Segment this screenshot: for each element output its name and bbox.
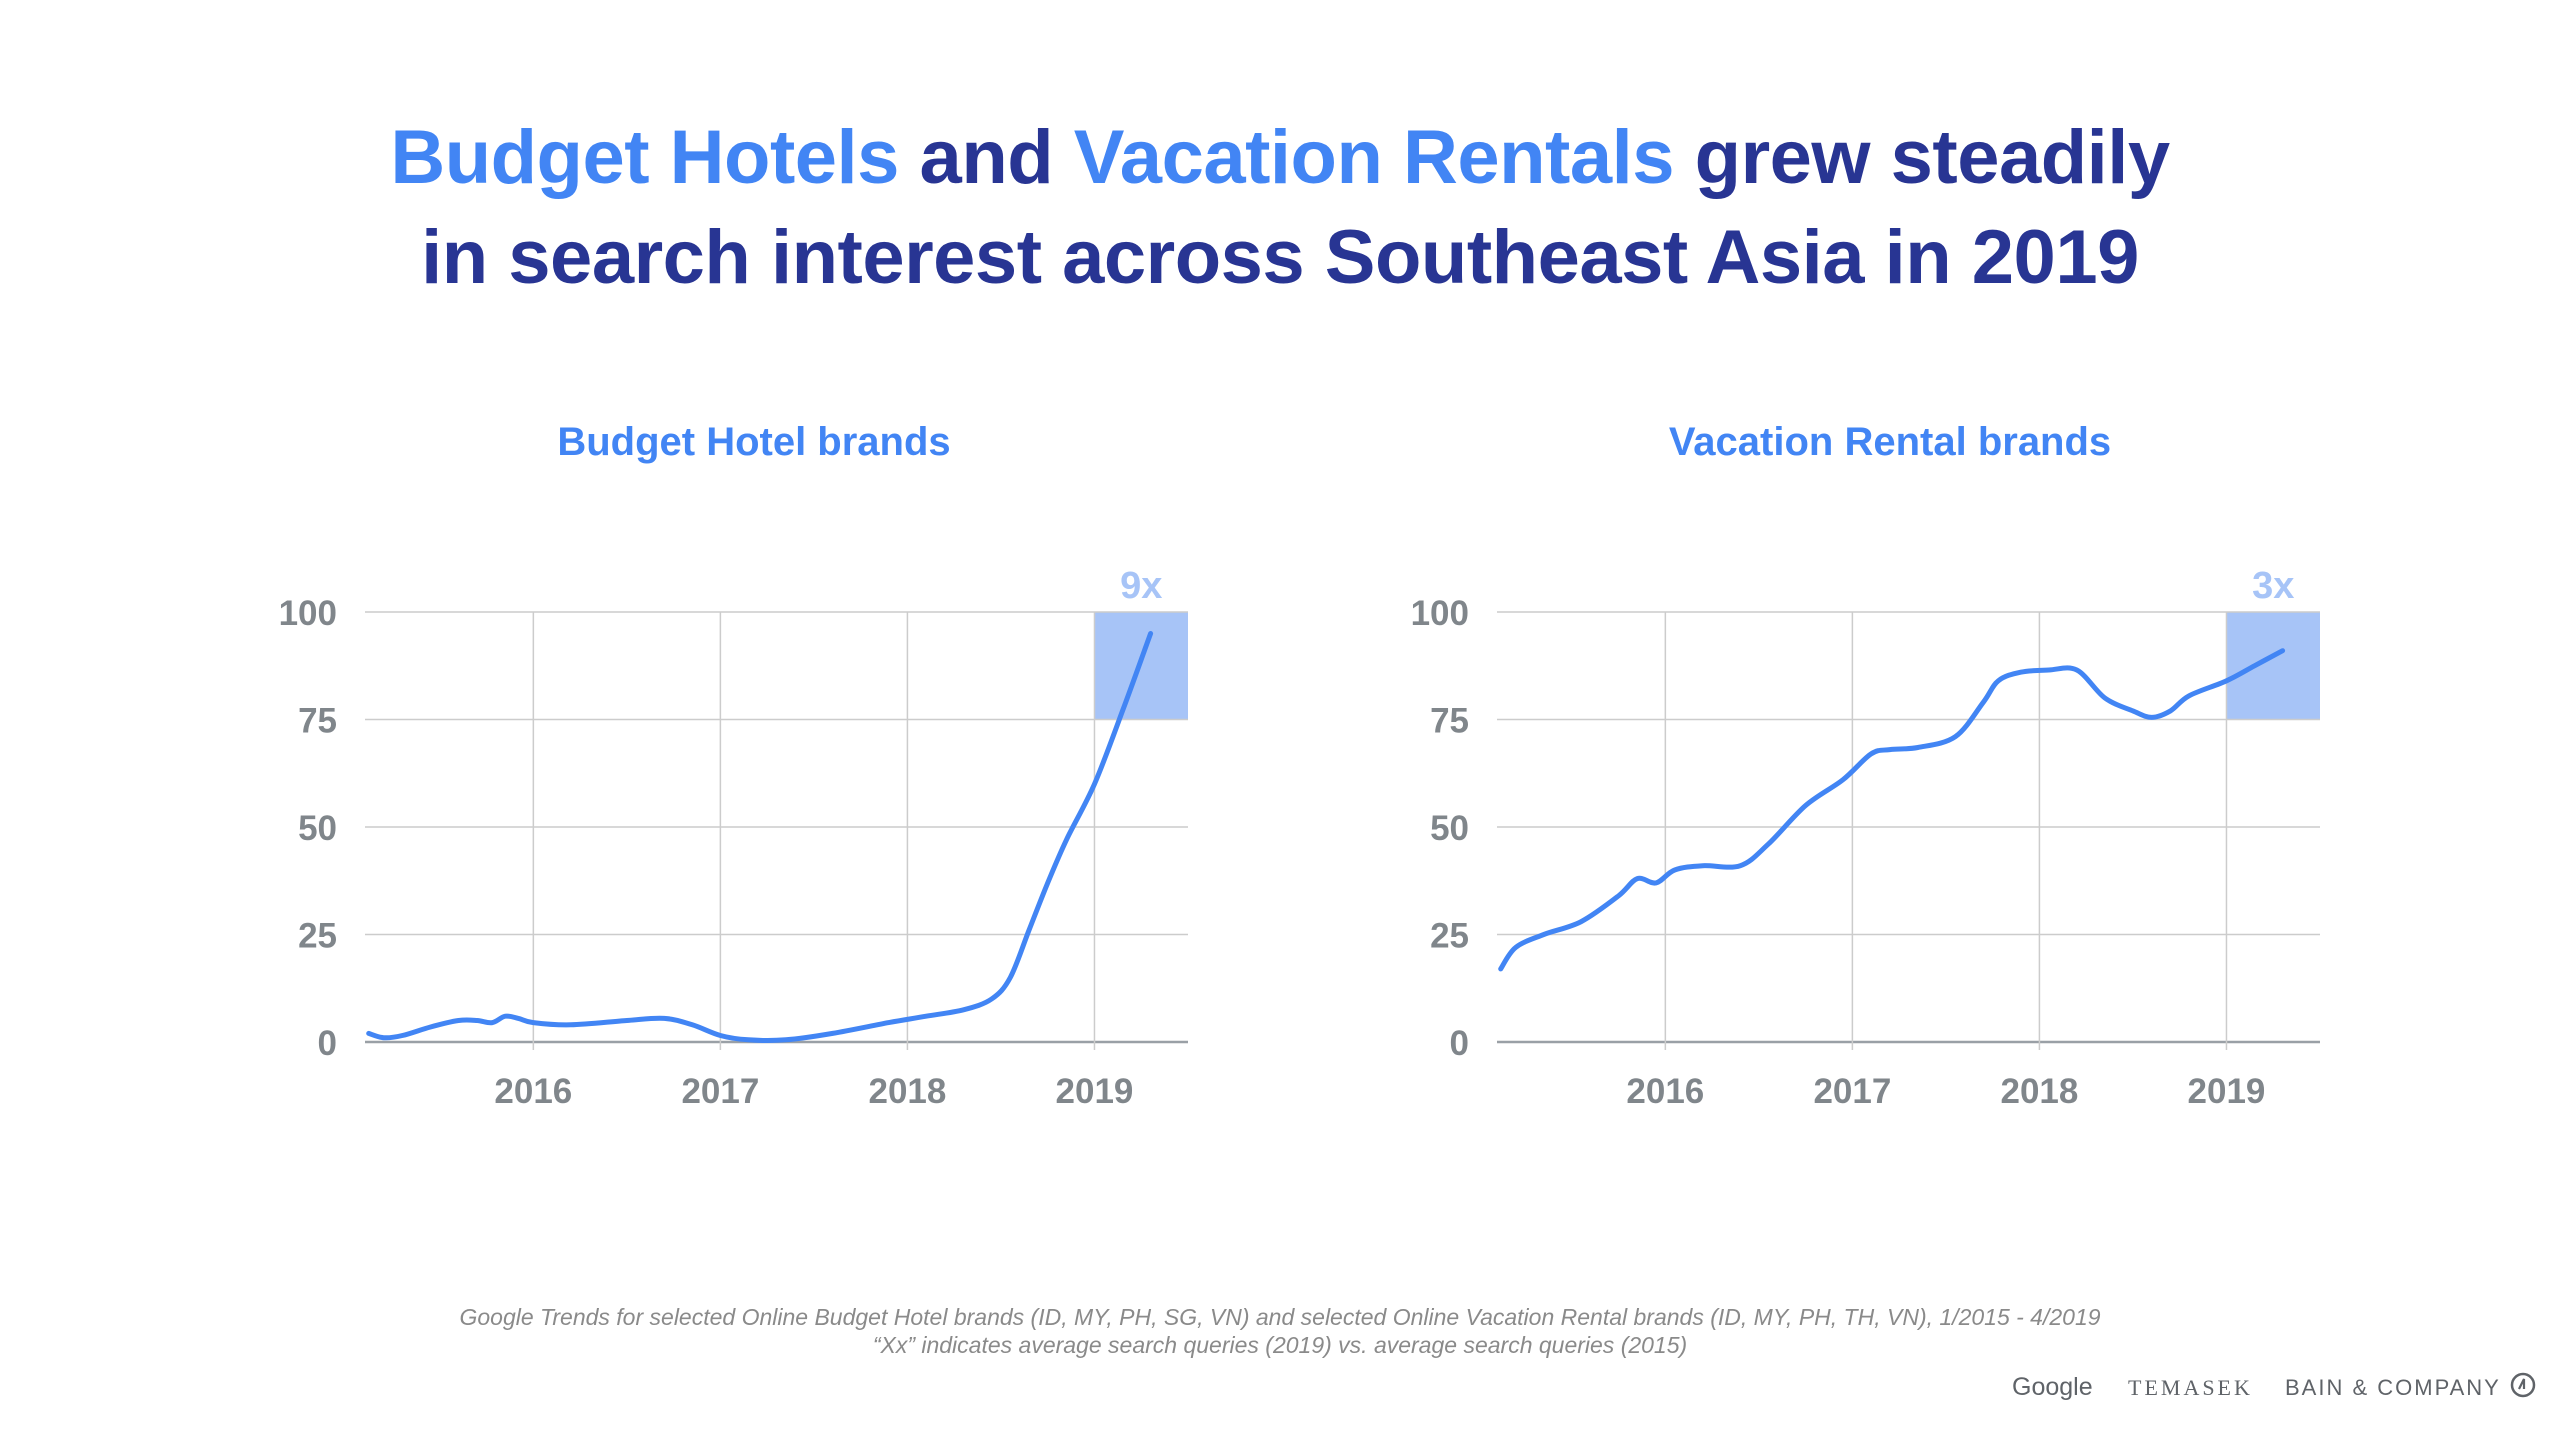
footnote-source: Google Trends for selected Online Budget… xyxy=(459,1304,2101,1330)
footnote-definition: “Xx” indicates average search queries (2… xyxy=(872,1332,1688,1358)
bain-mark-icon xyxy=(2510,1372,2536,1398)
y-tick-label: 100 xyxy=(1411,594,1469,633)
headline-and: and xyxy=(898,115,1074,200)
y-tick-label: 75 xyxy=(298,702,337,741)
y-tick-label: 50 xyxy=(1430,809,1469,848)
chart-title-budget-hotels: Budget Hotel brands xyxy=(557,420,951,464)
multiplier-label: 3x xyxy=(2252,565,2294,607)
series-line xyxy=(1498,648,2286,972)
y-tick-label: 0 xyxy=(318,1024,337,1063)
headline: Budget Hotels and Vacation Rentals grew … xyxy=(0,108,2560,308)
y-tick-label: 25 xyxy=(298,917,337,956)
highlight-box xyxy=(2226,612,2320,720)
y-tick-label: 100 xyxy=(279,594,337,633)
multiplier-label: 9x xyxy=(1120,565,1162,607)
y-tick-label: 75 xyxy=(1430,702,1469,741)
chart-vacation-rentals: 3x 0 25 50 75 100 2016 2017 2018 2019 xyxy=(1411,565,2320,1111)
x-tick-label: 2017 xyxy=(681,1072,759,1111)
y-tick-label: 0 xyxy=(1450,1024,1469,1063)
temasek-logo: TEMASEK xyxy=(2128,1375,2253,1400)
series-line xyxy=(366,631,1154,1044)
x-tick-label: 2018 xyxy=(868,1072,946,1111)
x-tick-label: 2016 xyxy=(1626,1072,1704,1111)
chart-budget-hotels: 9x 0 25 50 75 100 2016 2017 2018 2019 xyxy=(279,565,1188,1111)
x-tick-label: 2016 xyxy=(494,1072,572,1111)
google-logo: Google xyxy=(2012,1373,2093,1401)
x-tick-label: 2019 xyxy=(1056,1072,1134,1111)
headline-line-1: Budget Hotels and Vacation Rentals grew … xyxy=(0,108,2560,208)
headline-line-2: in search interest across Southeast Asia… xyxy=(421,215,2139,300)
y-tick-label: 25 xyxy=(1430,917,1469,956)
x-tick-label: 2017 xyxy=(1813,1072,1891,1111)
headline-budget-hotels: Budget Hotels xyxy=(390,115,899,200)
headline-vacation-rentals: Vacation Rentals xyxy=(1073,115,1675,200)
bain-logo: BAIN & COMPANY xyxy=(2285,1375,2501,1400)
x-tick-label: 2019 xyxy=(2188,1072,2266,1111)
y-tick-label: 50 xyxy=(298,809,337,848)
chart-title-vacation-rentals: Vacation Rental brands xyxy=(1668,420,2112,464)
headline-grew-steadily: grew steadily xyxy=(1674,115,2171,200)
x-tick-label: 2018 xyxy=(2000,1072,2078,1111)
